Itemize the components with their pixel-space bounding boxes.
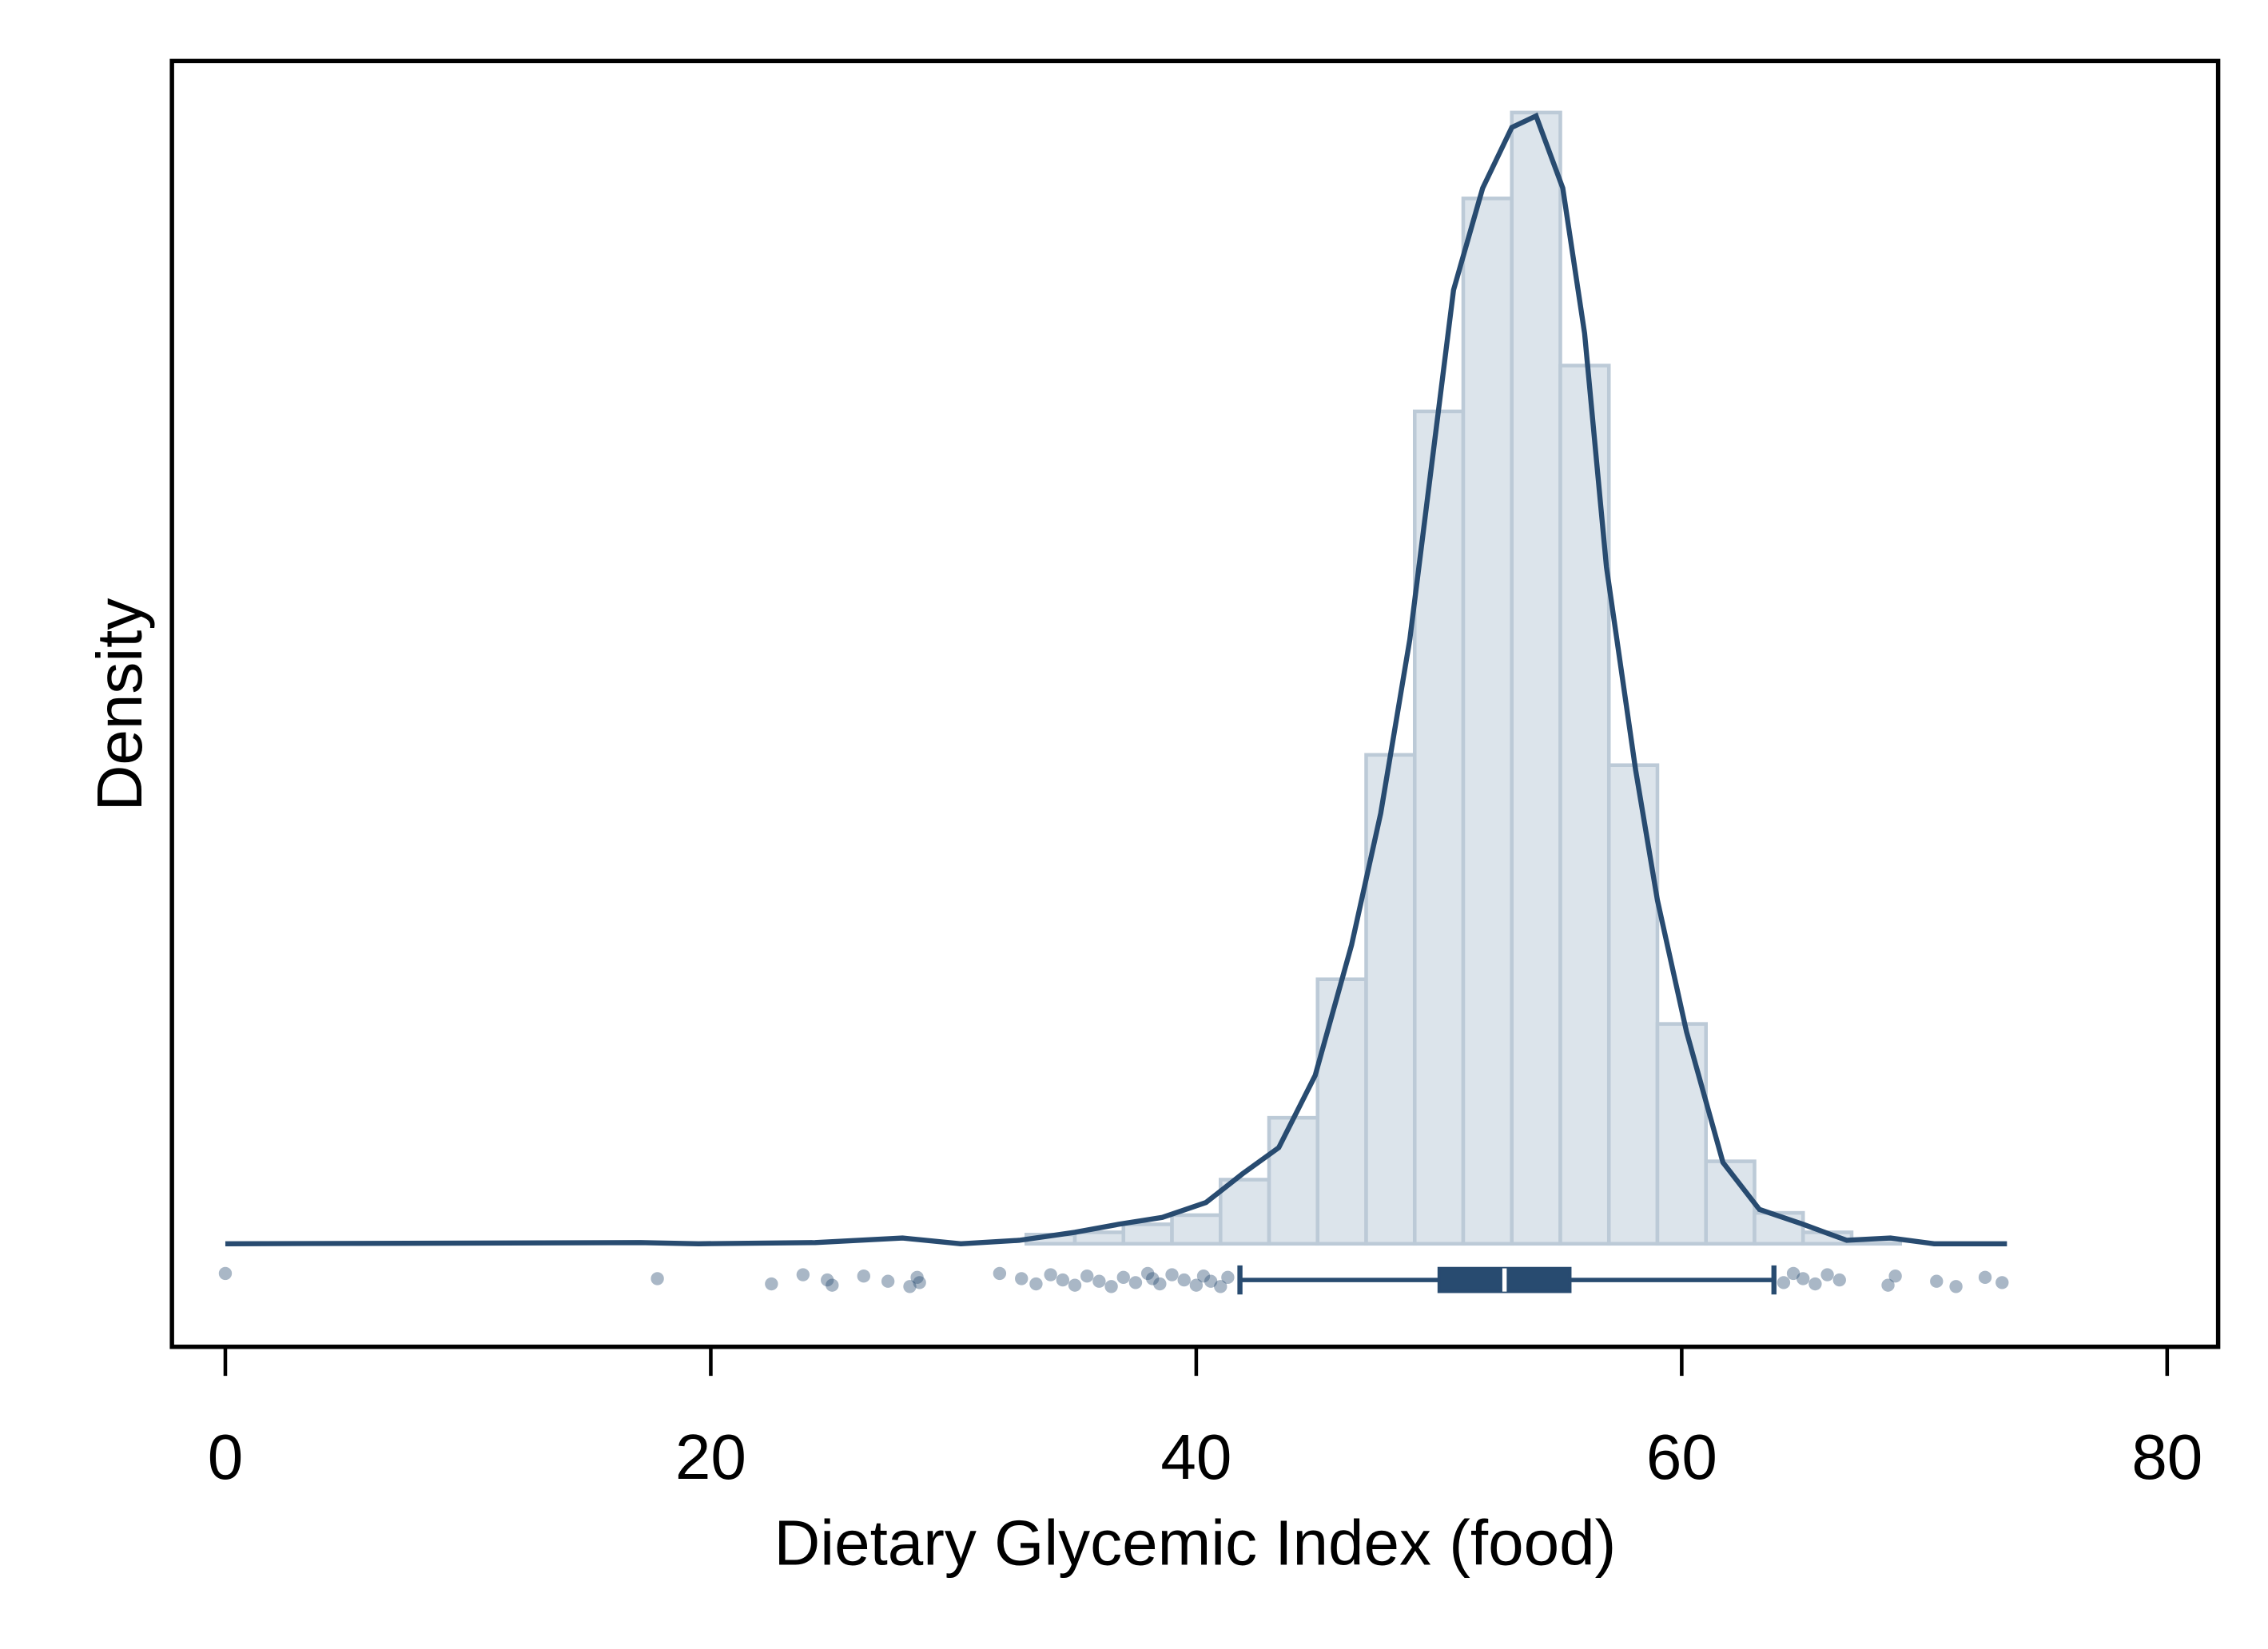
x-tick-label: 20 xyxy=(675,1421,746,1492)
histogram-bar xyxy=(1510,110,1562,1246)
outlier-point xyxy=(1786,1266,1800,1281)
outlier-point xyxy=(1930,1274,1944,1288)
outlier-point xyxy=(881,1274,895,1288)
outlier-point xyxy=(1140,1266,1155,1281)
outlier-point xyxy=(1832,1273,1846,1287)
histogram-bar xyxy=(1461,197,1514,1246)
outlier-point xyxy=(1196,1270,1211,1283)
outlier-point xyxy=(1189,1278,1204,1292)
outlier-point xyxy=(1092,1274,1106,1288)
outlier-point xyxy=(1104,1280,1118,1293)
outlier-point xyxy=(1080,1270,1094,1283)
outlier-point xyxy=(765,1277,778,1291)
histogram-bar xyxy=(1606,763,1660,1246)
outlier-point xyxy=(1128,1276,1143,1289)
histogram-bar xyxy=(1267,1115,1320,1246)
outlier-point xyxy=(218,1266,233,1281)
kde-line xyxy=(225,112,2007,1246)
outlier-point xyxy=(993,1266,1007,1281)
histogram-bar xyxy=(1072,1230,1126,1246)
histogram-bar xyxy=(1315,977,1368,1246)
outlier-point xyxy=(1153,1277,1167,1291)
histogram-bar xyxy=(1364,753,1417,1246)
outlier-point xyxy=(1808,1277,1822,1291)
histogram-bar xyxy=(1218,1178,1271,1246)
outlier-point xyxy=(1029,1277,1043,1291)
outlier-point xyxy=(857,1270,870,1283)
x-tick-label: 0 xyxy=(208,1421,244,1492)
outlier-point xyxy=(1978,1270,1992,1285)
outlier-point xyxy=(1056,1273,1070,1287)
outlier-point xyxy=(1204,1274,1218,1288)
x-axis-label: Dietary Glycemic Index (food) xyxy=(774,1508,1617,1579)
outlier-point xyxy=(1177,1273,1191,1287)
outlier-point xyxy=(1165,1268,1179,1281)
x-tick-label: 80 xyxy=(2131,1421,2202,1492)
outlier-point xyxy=(910,1270,924,1285)
outlier-point xyxy=(1146,1272,1160,1285)
outlier-point xyxy=(1044,1268,1057,1281)
outlier-point xyxy=(1820,1268,1834,1281)
x-tick-label: 40 xyxy=(1160,1421,1231,1492)
outlier-point xyxy=(913,1276,926,1289)
outlier-point xyxy=(1068,1278,1082,1292)
histogram-bar xyxy=(1170,1213,1223,1246)
histogram-bar xyxy=(1121,1222,1174,1246)
outlier-point xyxy=(796,1268,810,1281)
outlier-point xyxy=(1796,1272,1810,1285)
outlier-point xyxy=(903,1280,917,1293)
outlier-point xyxy=(1015,1272,1029,1285)
outlier-point xyxy=(1995,1276,2009,1289)
outlier-point xyxy=(1116,1270,1130,1285)
outlier-point xyxy=(1214,1280,1228,1293)
outlier-point xyxy=(1949,1280,1963,1293)
outlier-point xyxy=(826,1278,839,1292)
outlier-point xyxy=(1777,1276,1791,1289)
outlier-point xyxy=(651,1272,664,1285)
outlier-point xyxy=(821,1273,834,1287)
outlier-point xyxy=(1221,1270,1235,1285)
x-tick-label: 60 xyxy=(1646,1421,1717,1492)
outlier-point xyxy=(1881,1278,1895,1292)
histogram-bar xyxy=(1655,1022,1709,1246)
y-axis-label: Density xyxy=(84,598,155,812)
outlier-point xyxy=(1888,1270,1902,1283)
